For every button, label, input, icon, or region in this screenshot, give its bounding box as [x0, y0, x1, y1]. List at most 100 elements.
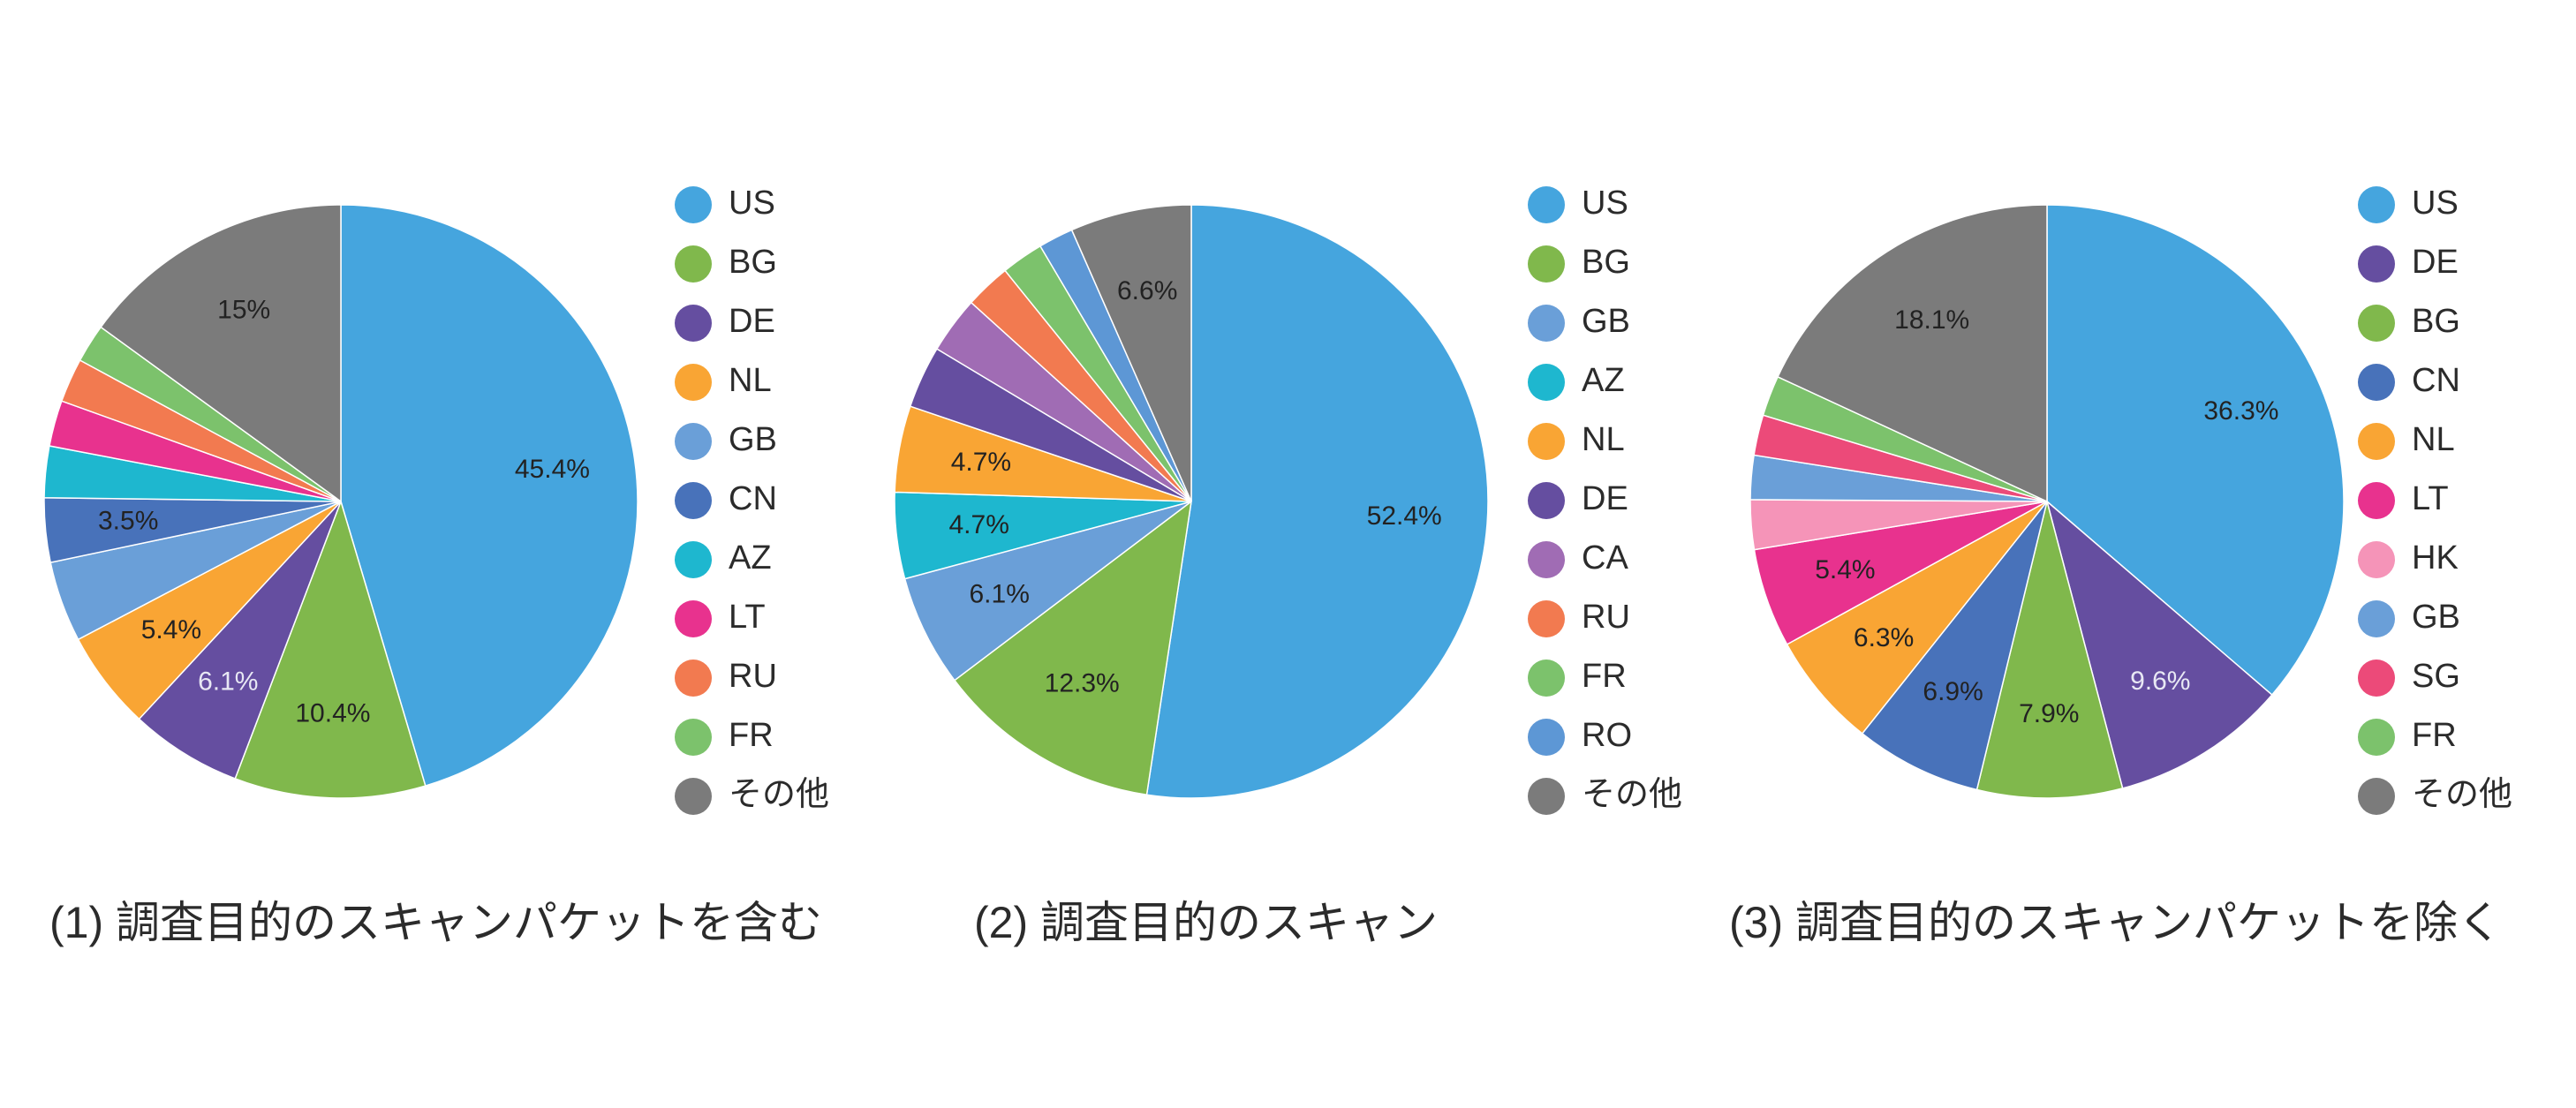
- legend-swatch-az: [1528, 364, 1565, 401]
- legend-label-lt: LT: [729, 599, 766, 636]
- legend-label-fr: FR: [2412, 717, 2457, 754]
- legend-label-az: AZ: [729, 539, 772, 577]
- legend-swatch-ru: [1528, 600, 1565, 637]
- legend-swatch-bg: [2358, 305, 2395, 342]
- legend-label-us: US: [729, 185, 775, 222]
- slice-value-label: 5.4%: [1815, 555, 1875, 584]
- legend-label-de: DE: [729, 303, 775, 340]
- pie-slice-de: [2045, 499, 2273, 789]
- legend-label-nl: NL: [1582, 421, 1625, 458]
- pie-slice-cn: [1861, 501, 2048, 791]
- pie-chart-1: 45.4% US 10.4% BG 6.1% DE 5.4% NL GB 3.5% CN AZ LT RU…: [43, 185, 829, 815]
- legend-label-de: DE: [2412, 244, 2459, 281]
- pie-chart-3: 36.3% US 9.6% DE 7.9% BG 6.9% CN 6.3% NL 5.4% LT HK G…: [1749, 185, 2512, 815]
- pie-slice-de: [138, 501, 342, 780]
- legend-swatch-nl: [1528, 423, 1565, 460]
- legend-swatch-gb: [1528, 305, 1565, 342]
- legend-label-fr: FR: [729, 717, 774, 754]
- slice-value-label: 5.4%: [141, 615, 201, 644]
- legend-label-fr: FR: [1582, 658, 1627, 695]
- legend-label-gb: GB: [1582, 303, 1630, 340]
- legend-swatch-other: [2358, 778, 2395, 815]
- slice-value-label: 4.7%: [951, 448, 1011, 477]
- pie-slice-nl: [1786, 501, 2048, 735]
- legend-label-de: DE: [1582, 480, 1628, 517]
- legend-swatch-cn: [675, 482, 712, 519]
- legend-swatch-fr: [1528, 660, 1565, 697]
- pie-slice-gb: [903, 501, 1192, 682]
- legend-label-other: その他: [729, 776, 829, 813]
- legend-swatch-de: [1528, 482, 1565, 519]
- legend-label-us: US: [1582, 185, 1628, 222]
- pie-slice-bg: [234, 499, 427, 799]
- chart-title-2: (2) 調査目的のスキャン: [974, 898, 1438, 947]
- slice-value-label: 6.6%: [1117, 276, 1177, 305]
- legend-label-ca: CA: [1582, 539, 1628, 577]
- legend-swatch-nl: [2358, 423, 2395, 460]
- pie-slice-other: [1777, 204, 2048, 503]
- legend-swatch-ca: [1528, 541, 1565, 578]
- slice-value-label: 18.1%: [1894, 305, 1969, 335]
- legend-swatch-sg: [2358, 660, 2395, 697]
- legend-swatch-hk: [2358, 541, 2395, 578]
- slice-value-label: 15%: [217, 295, 270, 324]
- slice-value-label: 6.3%: [1854, 623, 1914, 652]
- legend-swatch-ru: [675, 660, 712, 697]
- legend-swatch-az: [675, 541, 712, 578]
- legend-label-sg: SG: [2412, 658, 2460, 695]
- slice-value-label: 36.3%: [2203, 396, 2278, 426]
- legend-swatch-us: [1528, 186, 1565, 223]
- legend-swatch-gb: [675, 423, 712, 460]
- slice-value-label: 12.3%: [1045, 669, 1120, 698]
- legend-swatch-de: [675, 305, 712, 342]
- pie-slice-us: [340, 204, 638, 787]
- legend-label-ru: RU: [729, 658, 777, 695]
- legend-swatch-other: [675, 778, 712, 815]
- legend-swatch-fr: [675, 719, 712, 756]
- slice-value-label: 10.4%: [295, 699, 370, 728]
- legend-label-other: その他: [2412, 776, 2512, 813]
- legend-label-cn: CN: [729, 480, 777, 517]
- legend-swatch-lt: [675, 600, 712, 637]
- slice-value-label: 6.1%: [970, 579, 1030, 608]
- legend-label-bg: BG: [2412, 303, 2460, 340]
- legend-swatch-de: [2358, 245, 2395, 283]
- legend-label-bg: BG: [729, 244, 777, 281]
- slice-value-label: 9.6%: [2130, 667, 2190, 696]
- legend-swatch-ro: [1528, 719, 1565, 756]
- chart-title-3: (3) 調査目的のスキャンパケットを除く: [1729, 898, 2502, 947]
- legend-label-cn: CN: [2412, 362, 2460, 399]
- legend-swatch-fr: [2358, 719, 2395, 756]
- legend-swatch-cn: [2358, 364, 2395, 401]
- legend-label-ru: RU: [1582, 599, 1630, 636]
- pie-slice-bg: [1975, 501, 2124, 799]
- slice-value-label: 6.1%: [198, 667, 258, 696]
- slice-value-label: 52.4%: [1367, 501, 1442, 531]
- legend-swatch-bg: [675, 245, 712, 283]
- pie-chart-2: 52.4% US 12.3% BG 6.1% GB 4.7% AZ 4.7% NL DE CA RU FR…: [894, 185, 1682, 815]
- legend-label-nl: NL: [729, 362, 772, 399]
- legend-label-az: AZ: [1582, 362, 1625, 399]
- legend-label-lt: LT: [2412, 480, 2449, 517]
- legend-swatch-other: [1528, 778, 1565, 815]
- legend-label-nl: NL: [2412, 421, 2455, 458]
- legend-swatch-gb: [2358, 600, 2395, 637]
- pie-slice-us: [2046, 204, 2345, 697]
- chart-title-1: (1) 調査目的のスキャンパケットを含む: [49, 898, 822, 947]
- legend-label-other: その他: [1582, 776, 1682, 813]
- slice-value-label: 4.7%: [949, 510, 1009, 539]
- legend-label-gb: GB: [2412, 599, 2460, 636]
- legend-swatch-nl: [675, 364, 712, 401]
- legend-swatch-lt: [2358, 482, 2395, 519]
- legend-label-ro: RO: [1582, 717, 1632, 754]
- slice-value-label: 7.9%: [2019, 699, 2079, 728]
- legend-swatch-us: [2358, 186, 2395, 223]
- slice-value-label: 45.4%: [515, 455, 590, 484]
- legend-swatch-bg: [1528, 245, 1565, 283]
- legend-label-bg: BG: [1582, 244, 1630, 281]
- slice-value-label: 3.5%: [98, 506, 158, 535]
- legend-swatch-us: [675, 186, 712, 223]
- legend-label-us: US: [2412, 185, 2459, 222]
